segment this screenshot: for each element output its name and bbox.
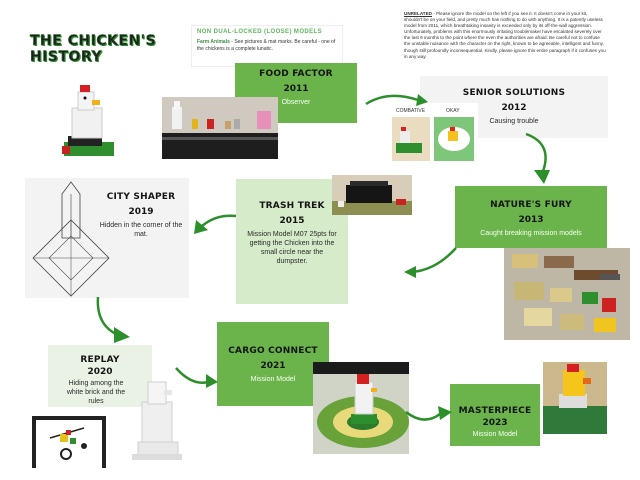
season-year: 2011 [283, 84, 309, 94]
chicken-model-image [58, 80, 118, 162]
senior-solutions-photo: COMBATIVE OKAY [386, 103, 478, 167]
season-desc: Mission Model [250, 376, 296, 383]
cargo-connect-photo [313, 362, 409, 454]
arrow-replay-to-cargo [175, 367, 218, 388]
loose-models-note: NON DUAL-LOCKED (LOOSE) MODELS Farm Anim… [192, 26, 342, 66]
okay-label: OKAY [446, 108, 460, 114]
season-box-natures-fury: NATURE'S FURY 2013 Caught breaking missi… [455, 186, 607, 248]
combative-label: COMBATIVE [396, 108, 426, 114]
food-factor-photo [162, 97, 278, 159]
arrow-senior-to-natures [525, 132, 550, 184]
season-year: 2012 [501, 103, 527, 113]
unrelated-label: UNRELATED [404, 11, 432, 16]
season-name: MASTERPIECE [458, 406, 532, 416]
arrow-cargo-to-masterpiece [405, 406, 452, 421]
season-box-replay: REPLAY 2020 Hiding among the white brick… [48, 345, 152, 407]
season-box-city-shaper: CITY SHAPER 2019 Hidden in the corner of… [25, 178, 189, 298]
arrow-natures-to-trash [404, 247, 457, 278]
season-name: NATURE'S FURY [490, 200, 572, 210]
loose-models-heading: NON DUAL-LOCKED (LOOSE) MODELS [197, 29, 322, 35]
season-name: SENIOR SOLUTIONS [462, 88, 566, 98]
season-desc: Caught breaking mission models [480, 230, 582, 237]
season-desc: Mission Model M07 25pts for getting the … [247, 231, 337, 265]
season-desc: Hiding among the white brick and the rul… [66, 380, 126, 405]
season-year: 2015 [279, 216, 305, 226]
season-name: TRASH TREK [259, 201, 325, 211]
season-year: 2013 [518, 215, 544, 225]
season-name: CARGO CONNECT [228, 346, 318, 356]
loose-models-label: Farm Animals [197, 39, 230, 45]
season-year: 2019 [128, 207, 154, 217]
season-year: 2023 [482, 418, 508, 428]
loose-models-text: - See pictures & mat marks. Be careful -… [197, 39, 336, 52]
arrow-trash-to-city [194, 214, 237, 234]
season-year: 2021 [260, 361, 286, 371]
season-box-cargo-connect: CARGO CONNECT 2021 Mission Model [217, 322, 329, 406]
trash-trek-photo [332, 175, 412, 215]
masterpiece-photo [543, 362, 607, 434]
season-desc: Observer [281, 99, 311, 106]
replay-white-chicken-image [128, 372, 188, 464]
season-year: 2020 [87, 367, 113, 377]
unrelated-note: UNRELATED - Please ignore the model on t… [400, 9, 610, 75]
season-name: FOOD FACTOR [259, 69, 333, 79]
season-box-masterpiece: MASTERPIECE 2023 Mission Model [450, 384, 540, 446]
natures-fury-photo [504, 248, 630, 340]
unrelated-text: - Please ignore the model on the left if… [404, 11, 606, 59]
season-name: REPLAY [80, 355, 120, 365]
arrow-city-to-replay [96, 296, 130, 343]
replay-sketch [10, 408, 120, 474]
season-desc: Hidden in the corner of the mat. [99, 222, 183, 238]
arrow-food-to-senior [365, 94, 428, 106]
season-name: CITY SHAPER [106, 192, 176, 202]
season-desc: Causing trouble [489, 118, 539, 125]
city-shaper-sketch [32, 181, 110, 297]
season-desc: Mission Model [472, 431, 518, 438]
season-box-trash-trek: TRASH TREK 2015 Mission Model M07 25pts … [236, 179, 348, 304]
page-title: THE CHICKEN'S HISTORY [30, 33, 157, 66]
